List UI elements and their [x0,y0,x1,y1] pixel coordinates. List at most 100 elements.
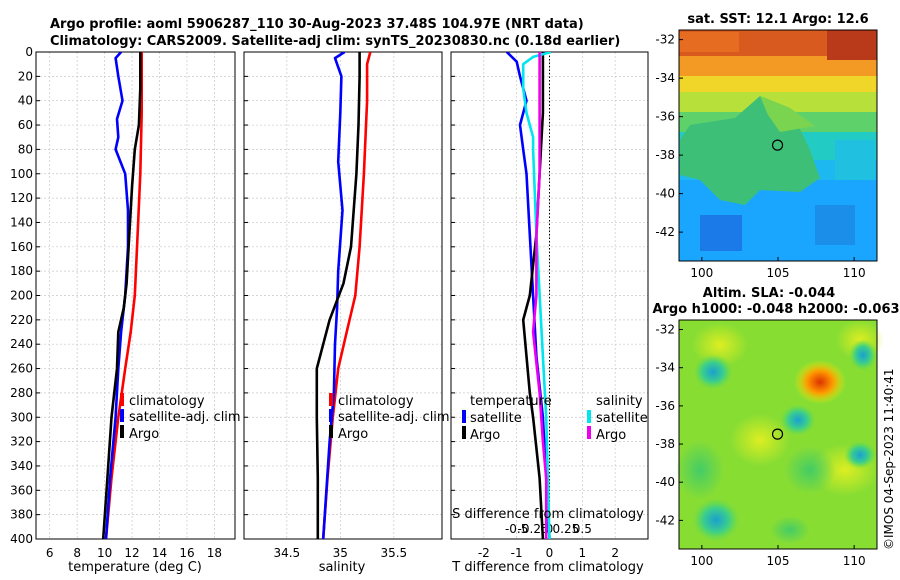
sla-map: Altim. SLA: -0.044 Argo h1000: -0.048 h2… [652,286,899,568]
legend-swatch-t-argo [462,426,466,439]
x2-tick-label: 0.25 [553,522,580,536]
legend-climatology: climatology [338,394,414,409]
legend-title-salinity: salinity [596,394,643,409]
difference-legend-temperature: temperature satellite Argo [462,394,552,443]
legend-swatch-s-argo [587,426,591,439]
depth-tick-label: 320 [10,435,33,449]
legend-t-satellite: satellite [470,411,522,426]
depth-tick-label: 220 [10,313,33,327]
x-tick-label: 12 [124,546,139,560]
legend-argo: Argo [129,427,159,442]
sst-map: sat. SST: 12.1 Argo: 12.6 100 105 110 -32-… [655,12,878,280]
x-tick-label: 35.5 [380,546,407,560]
depth-tick-label: 260 [10,362,33,376]
legend-title-temperature: temperature [470,394,552,409]
depth-tick-label: 40 [18,94,33,108]
salinity-panel: 34.5 35 35.5 salinity climatology satellit… [243,51,450,575]
sla-map-title-line1: Altim. SLA: -0.044 [703,286,835,301]
temperature-axes-frame [35,51,236,540]
depth-tick-label: 300 [10,410,33,424]
s-difference-xlabel: S difference from climatology [452,507,644,522]
depth-tick-label: 280 [10,386,33,400]
satellite-line [104,52,130,539]
s-argo-diff-line [531,52,548,539]
satellite-line [321,52,346,539]
x-tick-label: 0 [546,546,554,560]
x-tick-label: 35 [333,546,348,560]
legend-swatch-argo [329,425,333,438]
legend-argo: Argo [338,427,368,442]
figure-title-line2: Climatology: CARS2009. Satellite-adj cli… [50,34,620,49]
x-tick-label: 6 [46,546,54,560]
temperature-legend: climatology satellite-adj. clim Argo [120,393,241,442]
depth-tick-label: 120 [10,191,33,205]
sst-lon-ticks: 100 105 110 [690,257,866,280]
s-satellite-diff-line [521,52,552,539]
sla-lon-ticks: 100 105 110 [690,545,866,568]
imos-credit: ©IMOS 04-Sep-2023 11:40:41 [882,368,896,550]
legend-swatch-climatology [329,393,333,406]
s-difference-ticks: -0.5-0.250 0.250.5 [505,522,592,536]
depth-ticks: 0 20 40 60 80 100 120 140 160 180 200 220 240 260 280 3… [10,45,33,546]
lat-tick-label: -32 [655,33,675,47]
legend-swatch-satellite [329,409,333,422]
lon-tick-label: 110 [843,554,866,568]
legend-s-argo: Argo [596,428,626,443]
x-tick-label: 8 [73,546,81,560]
x-tick-label: 18 [207,546,222,560]
sst-map-field [679,30,877,261]
depth-tick-label: 60 [18,118,33,132]
temperature-xlabel: temperature (deg C) [68,560,202,575]
argo-line [315,52,361,539]
depth-tick-label: 200 [10,289,33,303]
legend-swatch-t-satellite [462,410,466,423]
legend-swatch-climatology [120,393,124,406]
depth-tick-label: 180 [10,264,33,278]
depth-tick-label: 20 [18,69,33,83]
lat-tick-label: -38 [655,437,675,451]
temperature-lines [101,52,143,539]
legend-swatch-s-satellite [587,410,591,423]
x-tick-label: -1 [511,546,523,560]
lat-tick-label: -36 [655,110,675,124]
x-tick-label: 2 [611,546,619,560]
t-difference-ticks: -2 -1 0 1 2 [478,546,619,560]
x2-tick-label: -0.5 [505,522,528,536]
depth-tick-label: 400 [10,532,33,546]
salinity-legend: climatology satellite-adj. clim Argo [329,393,450,442]
depth-tick-label: 100 [10,167,33,181]
legend-climatology: climatology [129,394,205,409]
difference-lines [505,52,552,539]
x-tick-label: 1 [579,546,587,560]
legend-swatch-satellite [120,409,124,422]
lat-tick-label: -32 [655,323,675,337]
salinity-ticks: 34.5 35 35.5 [273,546,407,560]
sla-map-field [676,320,884,549]
legend-satellite: satellite-adj. clim [129,410,241,425]
lon-tick-label: 100 [690,554,713,568]
climatology-line [104,52,143,539]
x-tick-label: 34.5 [273,546,300,560]
depth-tick-label: 360 [10,483,33,497]
legend-satellite: satellite-adj. clim [338,410,450,425]
salinity-grid [244,51,442,540]
depth-tick-label: 160 [10,240,33,254]
lat-tick-label: -40 [655,475,675,489]
lat-tick-label: -34 [655,361,675,375]
argo-line [101,52,142,539]
lon-tick-label: 110 [843,266,866,280]
x2-tick-label: -0.25 [518,522,549,536]
temperature-panel: 0 20 40 60 80 100 120 140 160 180 200 220 240 260 280 3… [10,45,241,575]
x-tick-label: 10 [97,546,112,560]
sla-lat-ticks: -32 -34 -36 -38 -40 -42 [655,323,683,527]
difference-legend-salinity: salinity satellite Argo [587,394,648,443]
lat-tick-label: -36 [655,399,675,413]
argo-float-marker [771,139,784,151]
temperature-grid [36,51,235,540]
sla-map-title-line2: Argo h1000: -0.048 h2000: -0.063 [652,302,899,317]
x-tick-label: -2 [478,546,490,560]
temperature-ticks: 6 8 10 12 14 16 18 [46,546,222,560]
salinity-xlabel: salinity [319,560,366,575]
climatology-line [321,52,372,539]
